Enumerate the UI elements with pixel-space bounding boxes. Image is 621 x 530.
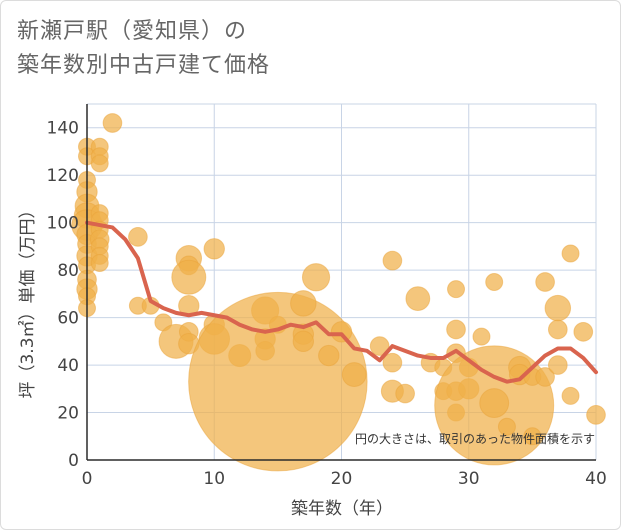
chart-title-line-1: 新瀬戸駅（愛知県）の [17, 19, 248, 44]
x-tick-label-30: 30 [458, 469, 480, 489]
bubble-point-49 [301, 263, 331, 292]
bubble-point-51 [330, 321, 353, 343]
bubble-point-54 [382, 250, 403, 271]
bubble-point-45 [188, 291, 368, 472]
bubble-size-note: 円の大きさは、取引のあった物件面積を示す [355, 431, 595, 446]
chart-title-line-2: 築年数別中古戸建て価格 [17, 53, 271, 78]
bubble-point-46 [290, 290, 317, 317]
bubble-point-83 [561, 244, 580, 263]
y-tick-label-140: 140 [47, 119, 79, 139]
y-tick-label-100: 100 [47, 214, 79, 234]
bubble-point-80 [544, 294, 572, 322]
y-tick-label-40: 40 [57, 356, 79, 376]
y-tick-label-60: 60 [57, 309, 79, 329]
x-axis-label: 築年数（年） [291, 499, 393, 519]
bubble-point-63 [446, 319, 466, 340]
trend-line [85, 220, 598, 384]
x-tick-label-0: 0 [82, 469, 93, 489]
y-tick-label-20: 20 [57, 404, 79, 424]
tick-labels: 0 20 40 60 80 100 120 140 0 10 20 30 40 [47, 119, 607, 489]
bubble-point-62 [447, 280, 466, 299]
axes [86, 104, 596, 461]
bubble-point-33 [171, 259, 207, 295]
bubble-point-76 [523, 427, 542, 446]
y-tick-label-80: 80 [57, 261, 79, 281]
y-tick-label-0: 0 [68, 451, 79, 471]
x-tick-label-40: 40 [585, 469, 607, 489]
bubble-point-86 [586, 405, 606, 425]
bubble-point-24 [90, 254, 109, 273]
bubble-point-50 [318, 344, 340, 367]
bubble-point-81 [547, 319, 568, 340]
bubble-series [71, 113, 606, 472]
bubble-point-82 [547, 355, 568, 375]
bubble-point-52 [341, 362, 367, 387]
bubble-point-85 [573, 321, 594, 342]
bubble-point-37 [203, 238, 225, 260]
bubble-point-58 [405, 286, 431, 312]
bubble-point-84 [561, 386, 580, 405]
x-tick-label-10: 10 [203, 469, 225, 489]
y-axis-label: 坪（3.3㎡）単価（万円） [18, 201, 38, 398]
trend-series [85, 220, 598, 384]
bubble-point-48 [292, 330, 315, 353]
bubble-point-69 [472, 327, 491, 346]
bubble-point-26 [128, 227, 148, 247]
bubble-point-25 [102, 113, 123, 133]
bubble-point-78 [535, 272, 555, 292]
chart-title: 新瀬戸駅（愛知県）の 築年数別中古戸建て価格 [17, 15, 270, 83]
bubble-point-72 [479, 388, 510, 418]
x-tick-label-20: 20 [331, 469, 353, 489]
bubble-point-17 [90, 154, 109, 173]
bubble-point-53 [369, 336, 390, 356]
bubble-point-57 [395, 383, 415, 404]
y-tick-label-120: 120 [47, 166, 79, 186]
bubble-point-79 [535, 367, 555, 387]
bubble-point-73 [497, 417, 516, 436]
bubble-point-70 [485, 273, 504, 291]
bubble-point-55 [382, 352, 403, 373]
